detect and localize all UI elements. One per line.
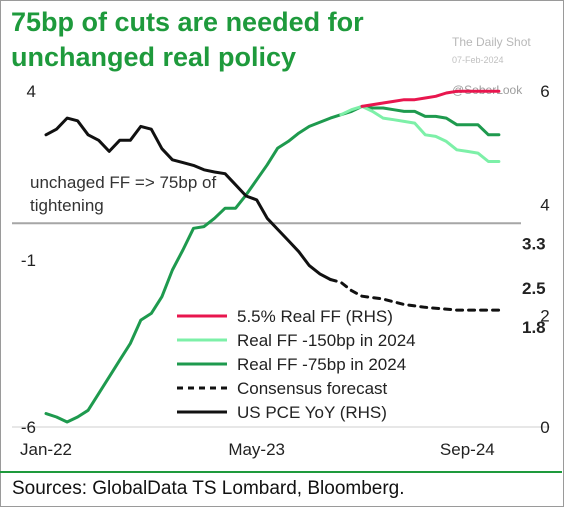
footer-divider <box>0 471 562 473</box>
end-label-real_ff_55: 3.3 <box>522 234 546 253</box>
series-line-real_ff_55 <box>362 91 499 106</box>
source-note: Sources: GlobalData TS Lombard, Bloomber… <box>12 478 405 500</box>
legend-label-consensus: Consensus forecast <box>237 379 388 398</box>
legend-label-real_ff_minus75: Real FF -75bp in 2024 <box>237 355 406 374</box>
x-axis-tick: Jan-22 <box>20 440 72 459</box>
x-axis-tick: May-23 <box>228 440 285 459</box>
chart-plot: unchaged FF => 75bp of tightening 4 -1 -6 6 4 2… <box>0 0 564 470</box>
left-axis-tick: 4 <box>27 82 36 101</box>
legend-label-real_ff_minus150: Real FF -150bp in 2024 <box>237 331 416 350</box>
left-axis-tick: -1 <box>21 251 36 270</box>
left-axis-tick: -6 <box>21 418 36 437</box>
annotation-line-2: tightening <box>30 196 104 215</box>
right-axis-tick: 0 <box>540 418 549 437</box>
end-label-real_ff_minus75: 2.5 <box>522 279 546 298</box>
end-label-real_ff_minus150: 1.8 <box>522 318 546 337</box>
right-axis-tick: 6 <box>540 82 549 101</box>
legend-label-pce: US PCE YoY (RHS) <box>237 403 387 422</box>
series-line-real_ff_minus75 <box>46 106 499 422</box>
legend-label-real_ff_55: 5.5% Real FF (RHS) <box>237 307 393 326</box>
right-axis-tick: 4 <box>540 195 549 214</box>
annotation-line-1: unchaged FF => 75bp of <box>30 173 216 192</box>
x-axis-tick: Sep-24 <box>440 440 495 459</box>
series-line-consensus <box>330 280 499 311</box>
